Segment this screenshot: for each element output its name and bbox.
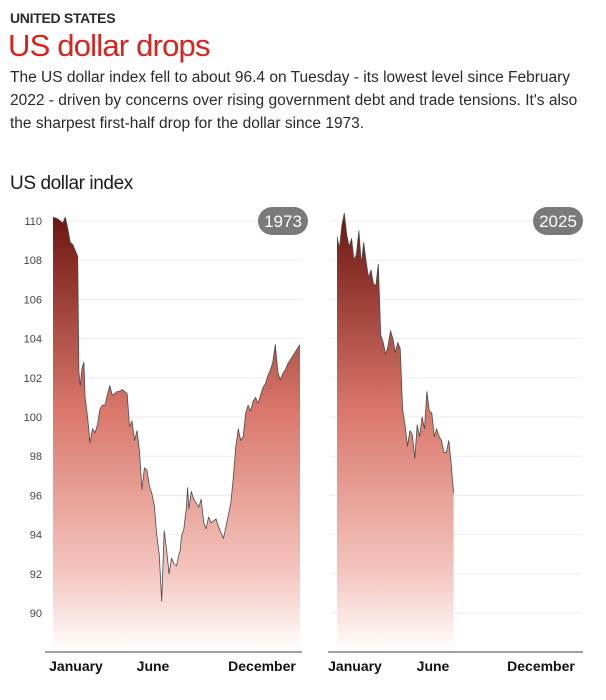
x-tick-label: January — [49, 658, 103, 674]
year-badge — [533, 207, 583, 235]
panel-2025: January June December 2025 — [328, 207, 583, 674]
x-tick-label: January — [328, 658, 382, 674]
y-tick-label: 92 — [30, 569, 42, 581]
y-tick-label: 102 — [24, 373, 42, 385]
y-tick-label: 100 — [24, 412, 42, 424]
kicker: UNITED STATES — [10, 10, 116, 26]
y-tick-label: 90 — [30, 608, 42, 620]
y-tick-label: 94 — [30, 530, 42, 542]
panel-1973: January June December 1973 — [45, 207, 308, 674]
description: The US dollar index fell to about 96.4 o… — [10, 69, 578, 132]
chart-title: US dollar index — [10, 173, 133, 194]
area-fill-1973 — [53, 217, 300, 652]
y-tick-label: 96 — [30, 490, 42, 502]
y-tick-label: 110 — [24, 216, 42, 228]
year-badge-label: 1973 — [264, 212, 302, 231]
y-tick-label: 108 — [24, 255, 42, 267]
x-tick-label: December — [228, 658, 296, 674]
x-tick-label: June — [417, 658, 450, 674]
x-tick-label: June — [137, 658, 170, 674]
x-tick-label: December — [507, 658, 575, 674]
y-tick-label: 98 — [30, 451, 42, 463]
y-tick-label: 104 — [24, 334, 42, 346]
series-line-1973 — [52, 216, 301, 602]
area-fill-2025 — [337, 213, 454, 652]
y-axis-labels: 90 92 94 96 98 100 102 104 106 108 110 — [24, 216, 42, 620]
y-tick-label: 106 — [24, 294, 42, 306]
year-badge — [258, 207, 308, 235]
headline: US dollar drops — [8, 28, 210, 63]
year-badge-label: 2025 — [539, 212, 577, 231]
series-line-2025 — [336, 212, 454, 494]
